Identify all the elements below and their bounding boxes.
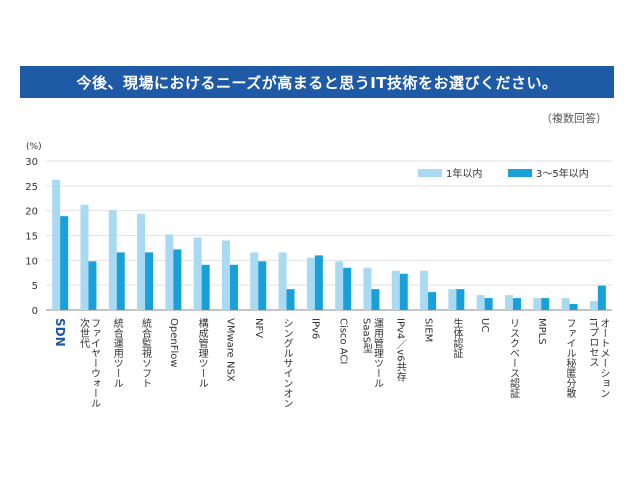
category-label: IPv6	[309, 318, 320, 339]
category-label: ITプロセス	[587, 318, 599, 367]
bar-within-1-year	[165, 234, 174, 310]
category-label: IPv4／v6共存	[394, 318, 406, 382]
bar-within-1-year	[221, 240, 230, 310]
category-label: SaaS型	[360, 318, 372, 353]
y-tick-label: 20	[25, 207, 38, 218]
bar-within-3-5-years	[286, 289, 295, 310]
bar-within-1-year	[420, 270, 429, 310]
category-label: NFV	[253, 318, 264, 338]
bar-within-3-5-years	[512, 298, 521, 310]
category-label: 統合監視ソフト	[140, 317, 152, 388]
y-tick-label: 15	[25, 232, 38, 243]
bar-within-3-5-years	[88, 261, 97, 310]
bar-within-1-year	[278, 252, 287, 310]
bar-within-3-5-years	[484, 298, 493, 310]
bar-within-3-5-years	[399, 273, 408, 310]
bar-within-1-year	[391, 270, 400, 310]
bar-within-1-year	[504, 295, 513, 310]
bar-within-1-year	[533, 298, 542, 310]
bar-within-3-5-years	[314, 255, 323, 310]
legend-swatch	[508, 169, 532, 177]
bar-within-1-year	[108, 210, 117, 310]
bar-within-1-year	[335, 261, 344, 310]
category-label: シングルサインオン	[281, 318, 293, 408]
bar-within-3-5-years	[428, 292, 437, 310]
bar-within-1-year	[52, 179, 61, 310]
legend-label: 1年以内	[446, 167, 482, 180]
bar-within-3-5-years	[60, 216, 69, 310]
bar-within-3-5-years	[343, 267, 352, 310]
bar-chart: 0 5 10 15 20 25 30 (%) SDN 次世代 ファイヤーウォール 統合運用ツール 統合監…	[25, 142, 612, 408]
category-label: ファイヤーウォール	[88, 318, 100, 408]
bar-within-3-5-years	[229, 264, 238, 310]
bar-within-1-year	[80, 204, 89, 310]
category-label: SIEM	[423, 318, 434, 342]
y-tick-label: 25	[25, 182, 38, 193]
legend-label: 3～5年以内	[536, 167, 589, 180]
multiple-answer-note: （複数回答）	[541, 112, 607, 125]
y-tick-label: 5	[32, 281, 38, 292]
bar-within-1-year	[589, 301, 598, 310]
category-label: Cisco ACI	[338, 318, 349, 364]
category-label: 次世代	[77, 317, 89, 349]
chart-title-banner: 今後、現場におけるニーズが高まると思うIT技術をお選びください。	[20, 66, 614, 98]
bar-within-1-year	[448, 289, 457, 310]
category-label: 構成管理ツール	[196, 317, 208, 388]
bar-within-3-5-years	[116, 252, 125, 310]
bar-within-1-year	[193, 237, 202, 310]
category-label: オートメーション	[598, 318, 609, 398]
category-label: OpenFlow	[168, 318, 179, 368]
bar-within-1-year	[363, 267, 372, 310]
bar-within-1-year	[306, 257, 315, 310]
bar-within-1-year	[137, 213, 146, 310]
category-label: VMware NSX	[224, 318, 235, 382]
bar-within-3-5-years	[173, 249, 182, 310]
category-label: UC	[479, 318, 490, 332]
bar-within-3-5-years	[371, 289, 380, 310]
y-tick-label: 10	[25, 256, 38, 267]
bar-within-3-5-years	[145, 252, 154, 310]
category-label: SDN	[53, 318, 67, 347]
category-label: 統合運用ツール	[111, 317, 123, 388]
bar-within-1-year	[561, 298, 570, 310]
y-axis-label: (%)	[26, 142, 42, 152]
category-label: ファイル秘匿分散	[564, 318, 576, 399]
legend-swatch	[418, 169, 442, 177]
category-label: 生体認証	[451, 317, 463, 359]
bar-within-1-year	[250, 252, 259, 310]
bar-within-3-5-years	[541, 298, 550, 310]
bar-within-3-5-years	[569, 304, 578, 310]
bar-within-1-year	[476, 295, 485, 310]
y-tick-label: 0	[32, 306, 38, 317]
bar-within-3-5-years	[201, 264, 210, 310]
y-tick-label: 30	[25, 157, 38, 168]
category-label: 運用管理ツール	[371, 318, 383, 388]
category-label: リスクベース認証	[507, 318, 519, 399]
category-label: MPLS	[536, 318, 547, 345]
bar-within-3-5-years	[597, 285, 606, 310]
bar-within-3-5-years	[258, 261, 267, 310]
bar-within-3-5-years	[456, 289, 465, 310]
